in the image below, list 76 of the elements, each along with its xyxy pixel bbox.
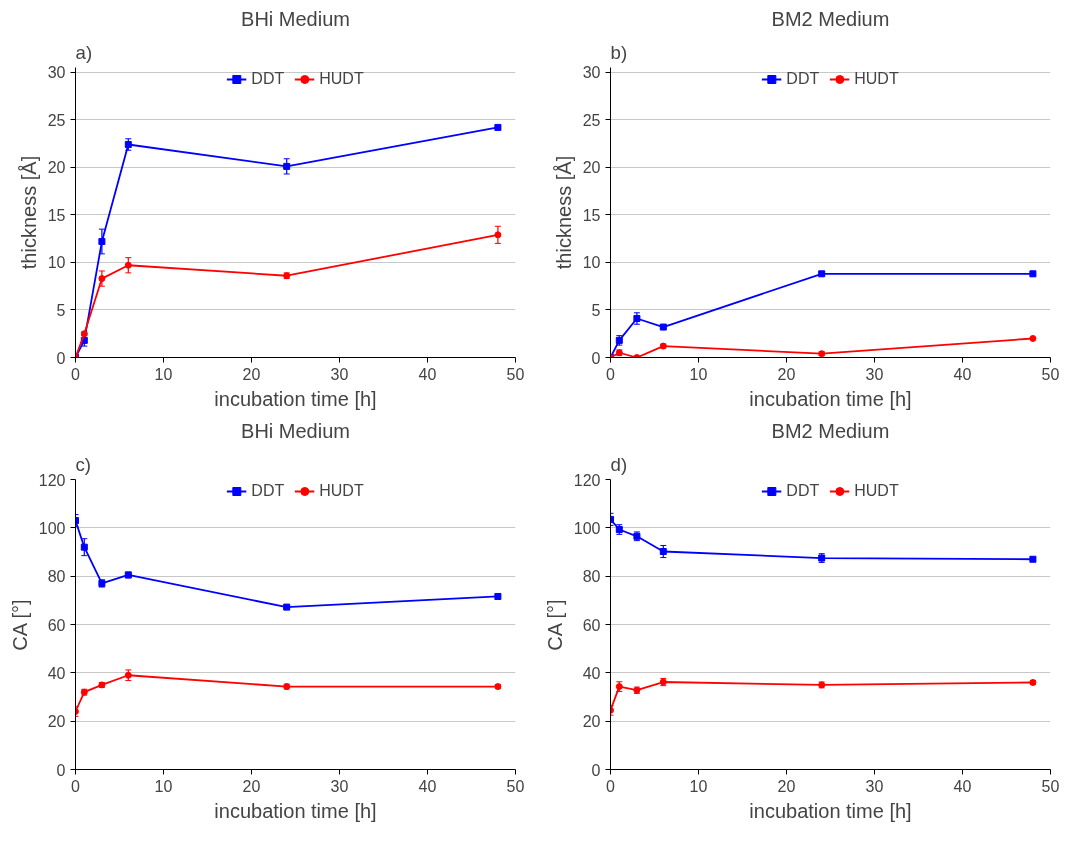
x-tick-label: 30 [865,777,884,795]
y-tick-label: 30 [582,64,601,82]
text: c) [75,453,92,475]
x-tick-label: 40 [418,777,437,795]
y-tick-label: 60 [582,616,601,634]
x-tick-label: 50 [506,777,525,795]
legend-label: DDT [786,70,820,88]
text: a) [75,41,93,63]
x-tick-label: 20 [777,777,796,795]
x-tick-label: 40 [418,365,437,383]
y-tick-label: 20 [47,713,66,731]
y-tick-label: 20 [582,159,601,177]
x-tick-label: 0 [71,777,81,795]
chart-title: BHi Medium [241,419,350,442]
x-tick-label: 10 [689,365,708,383]
chart-title: BM2 Medium [771,419,890,442]
y-tick-label: 40 [47,664,66,682]
x-axis-title: incubation time [h] [214,387,377,410]
y-tick-label: 120 [38,471,66,489]
x-tick-label: 10 [154,777,173,795]
y-tick-label: 20 [582,713,601,731]
y-tick-label: 20 [47,159,66,177]
y-tick-label: 5 [591,301,601,319]
x-tick-label: 50 [1041,777,1060,795]
legend-label: HUDT [854,482,899,500]
x-tick-label: 40 [953,777,972,795]
x-tick-label: 50 [1041,365,1060,383]
y-tick-label: 25 [47,111,66,129]
x-tick-label: 40 [953,365,972,383]
legend-label: DDT [251,70,285,88]
y-tick-label: 60 [47,616,66,634]
x-tick-label: 30 [330,365,349,383]
chart-title: BM2 Medium [771,7,890,30]
x-tick-label: 10 [689,777,708,795]
x-tick-label: 20 [777,365,796,383]
x-tick-label: 0 [71,365,81,383]
y-axis-title: thickness [Å] [552,155,575,270]
y-tick-label: 5 [56,301,66,319]
x-axis-title: incubation time [h] [749,799,912,822]
y-tick-label: 10 [47,254,66,272]
legend-label: HUDT [854,70,899,88]
x-tick-label: 20 [242,777,261,795]
y-axis-title: CA [°] [543,599,566,651]
y-tick-label: 25 [582,111,601,129]
y-tick-label: 120 [573,471,601,489]
y-axis-title: thickness [Å] [17,155,40,270]
x-tick-label: 0 [606,777,616,795]
y-tick-label: 10 [582,254,601,272]
y-tick-label: 80 [582,568,601,586]
legend-label: HUDT [319,482,364,500]
x-axis-title: incubation time [h] [214,799,377,822]
text: d) [610,453,628,475]
y-tick-label: 0 [591,761,601,779]
y-tick-label: 15 [582,206,601,224]
x-tick-label: 10 [154,365,173,383]
x-tick-label: 50 [506,365,525,383]
chart-title: BHi Medium [241,7,350,30]
y-tick-label: 80 [47,568,66,586]
x-tick-label: 0 [606,365,616,383]
y-tick-label: 0 [591,349,601,367]
y-tick-label: 100 [38,519,66,537]
x-tick-label: 20 [242,365,261,383]
y-tick-label: 30 [47,64,66,82]
y-axis-title: CA [°] [8,599,31,651]
x-tick-label: 30 [330,777,349,795]
y-tick-label: 40 [582,664,601,682]
legend-label: HUDT [319,70,364,88]
legend-label: DDT [786,482,820,500]
x-axis-title: incubation time [h] [749,387,912,410]
x-tick-label: 30 [865,365,884,383]
y-tick-label: 0 [56,349,66,367]
legend-label: DDT [251,482,285,500]
y-tick-label: 0 [56,761,66,779]
y-tick-label: 100 [573,519,601,537]
y-tick-label: 15 [47,206,66,224]
text: b) [610,41,628,63]
